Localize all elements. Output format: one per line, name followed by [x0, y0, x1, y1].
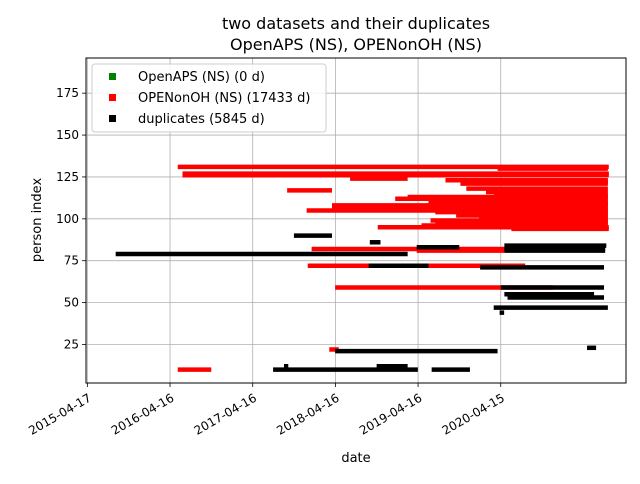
x-axis-label: date [341, 451, 370, 466]
y-tick-label: 175 [56, 86, 79, 100]
legend-box [91, 63, 327, 133]
chart-title-line2: OpenAPS (NS), OPENonOH (NS) [230, 35, 482, 54]
y-axis-label: person index [30, 178, 45, 263]
y-tick-label: 100 [56, 212, 79, 226]
legend-label-openonoh: OPENonOH (NS) (17433 d) [138, 91, 310, 106]
y-tick-label: 125 [56, 170, 79, 184]
data-layer [115, 164, 609, 372]
legend-label-openaps: OpenAPS (NS) (0 d) [138, 70, 265, 85]
y-tick-label: 150 [56, 128, 79, 142]
y-tick-label: 75 [64, 254, 79, 268]
legend-marker-duplicates [109, 115, 116, 122]
y-tick-label: 25 [64, 337, 79, 351]
legend: OpenAPS (NS) (0 d) OPENonOH (NS) (17433 … [91, 63, 327, 133]
legend-label-duplicates: duplicates (5845 d) [138, 112, 265, 127]
legend-marker-openonoh [109, 94, 116, 101]
legend-marker-openaps [109, 73, 116, 80]
plot-frame [85, 57, 627, 384]
chart-title-line1: two datasets and their duplicates [222, 14, 490, 33]
y-tick-label: 50 [64, 296, 79, 310]
series-3 [115, 233, 608, 372]
